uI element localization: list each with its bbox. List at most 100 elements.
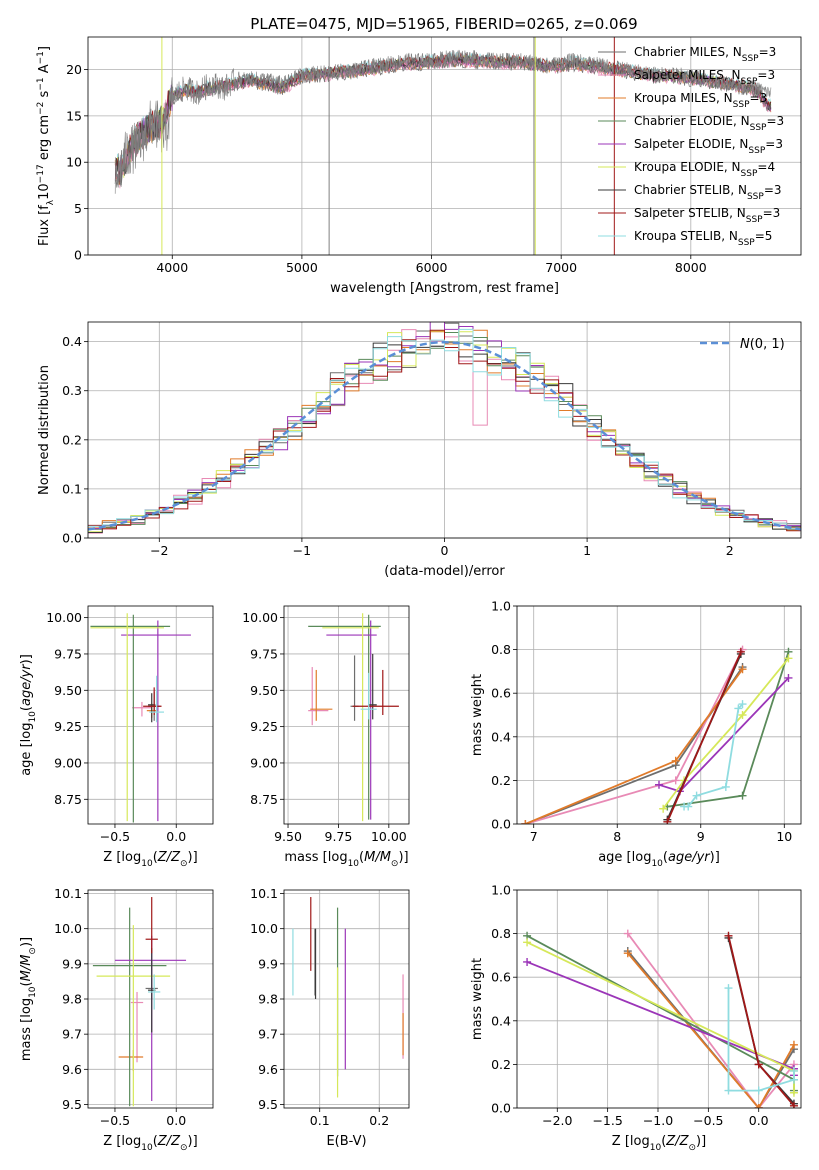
- y-tick-label: 8.75: [250, 792, 278, 807]
- errorbar-point: [132, 701, 152, 717]
- weight-line: [667, 651, 790, 808]
- plot-area: [90, 613, 191, 823]
- weight-line: [526, 941, 795, 1093]
- errorbar-point: [149, 675, 164, 723]
- label-part: ]: [19, 937, 34, 942]
- weight-marker: [784, 673, 793, 682]
- y-tick-label: 0.4: [491, 1013, 511, 1028]
- errorbar-point: [114, 935, 187, 1101]
- label-part: mass [: [19, 1018, 34, 1061]
- weight-marker: [623, 949, 632, 958]
- weight-line: [526, 935, 795, 1091]
- label-part: Normed distribution: [37, 365, 52, 495]
- label-part: Z [: [103, 850, 121, 865]
- y-tick-label: 9.9: [62, 956, 82, 971]
- label-part: −2: [36, 102, 46, 115]
- label-part: ⊙: [391, 859, 399, 869]
- errorbar-point: [360, 672, 377, 720]
- label-part: (: [663, 850, 668, 865]
- chart-residual-histogram: −2 −1 0 1 2 0.0 0.1 0.2 0.3 0.4 (data-model)/error…: [37, 321, 802, 579]
- x-tick-label: 6000: [416, 260, 448, 275]
- label-part: SSP: [741, 169, 758, 179]
- label-part: 10: [141, 1143, 153, 1153]
- errorbar-point: [143, 687, 162, 715]
- errorbar-point: [326, 620, 377, 820]
- label-part: SSP: [746, 215, 763, 225]
- axes-frame: [283, 605, 410, 825]
- label-part: (data-model)/error: [384, 564, 505, 579]
- label-part: s: [37, 90, 52, 101]
- y-tick-label: 5: [74, 201, 82, 216]
- y-tick-label: 1.0: [491, 883, 511, 898]
- plot-area: [292, 897, 404, 1098]
- label-part: SSP: [748, 146, 765, 156]
- label-part: 10: [28, 711, 38, 723]
- x-tick-label: 9.50: [274, 829, 302, 844]
- plot-area: [92, 897, 187, 1107]
- label-part: (: [359, 850, 364, 865]
- x-tick-label: −2.0: [542, 1113, 572, 1128]
- y-tick-label: 9.8: [62, 992, 82, 1007]
- weight-marker: [738, 791, 747, 800]
- y-tick-label: 0.2: [62, 432, 82, 447]
- y-tick-label: 9.7: [258, 1027, 278, 1042]
- label-part: =3: [757, 68, 775, 82]
- y-tick-label: 15: [66, 108, 82, 123]
- label-part: =3: [764, 183, 782, 197]
- y-tick-label: 10.1: [250, 886, 278, 901]
- y-tick-label: 0.0: [491, 817, 511, 832]
- axes-frame: [87, 889, 214, 1109]
- y-axis-label: age [log10(age/yr)]: [19, 654, 38, 776]
- y-tick-label: 9.00: [54, 755, 82, 770]
- label-part: (: [19, 981, 34, 986]
- y-tick-label: 9.5: [62, 1097, 82, 1112]
- label-part: log: [121, 850, 141, 865]
- label-part: N: [740, 337, 750, 352]
- label-part: SSP: [747, 192, 764, 202]
- errorbar-point: [148, 974, 161, 1010]
- y-tick-label: 0.8: [491, 926, 511, 941]
- weight-marker: [724, 931, 733, 940]
- label-part: erg cm: [37, 115, 52, 164]
- plot-area: [114, 37, 772, 255]
- errorbar-point: [368, 653, 377, 720]
- y-tick-label: 20: [66, 62, 82, 77]
- x-tick-label: −2: [150, 543, 168, 558]
- x-tick-label: 10: [776, 829, 792, 844]
- label-part: =3: [750, 91, 768, 105]
- x-tick-label: 10.00: [371, 829, 407, 844]
- label-part: Z/Z: [157, 1134, 181, 1149]
- legend-entry: Chabrier STELIB, NSSP=3: [634, 183, 782, 202]
- label-part: E(B-V): [326, 1134, 366, 1149]
- y-tick-label: 1.0: [491, 599, 511, 614]
- label-part: SSP: [733, 100, 750, 110]
- weight-marker: [724, 984, 733, 993]
- label-part: ]: [715, 850, 720, 865]
- legend-entry: Salpeter ELODIE, NSSP=3: [634, 137, 783, 156]
- y-tick-label: 10.1: [54, 886, 82, 901]
- axes-frame: [87, 321, 802, 539]
- label-part: ]: [404, 850, 409, 865]
- errorbar-point: [90, 614, 171, 823]
- label-part: mass [: [284, 850, 327, 865]
- legend: N(0, 1): [700, 337, 785, 352]
- weight-line: [627, 933, 795, 1108]
- label-part: Chabrier MILES, N: [634, 45, 742, 59]
- label-part: ): [188, 850, 193, 865]
- x-tick-label: −1.5: [592, 1113, 622, 1128]
- x-tick-label: 8: [613, 829, 621, 844]
- weight-marker: [734, 704, 743, 713]
- legend-entry: Kroupa MILES, NSSP=3: [634, 91, 767, 110]
- label-part: log: [630, 1134, 650, 1149]
- legend-entry: Kroupa STELIB, NSSP=5: [634, 229, 772, 248]
- y-axis-label: Flux [fλ10−17 erg cm−2 s−1 A−1]: [36, 46, 56, 246]
- label-part: =3: [759, 45, 777, 59]
- weight-marker: [738, 711, 747, 719]
- normal-reference-curve: [88, 340, 801, 531]
- label-part: =3: [763, 206, 781, 220]
- y-tick-label: 0: [74, 248, 82, 263]
- y-axis-label: mass weight: [470, 674, 485, 756]
- label-part: SSP: [738, 238, 755, 248]
- y-tick-label: 0.4: [62, 334, 82, 349]
